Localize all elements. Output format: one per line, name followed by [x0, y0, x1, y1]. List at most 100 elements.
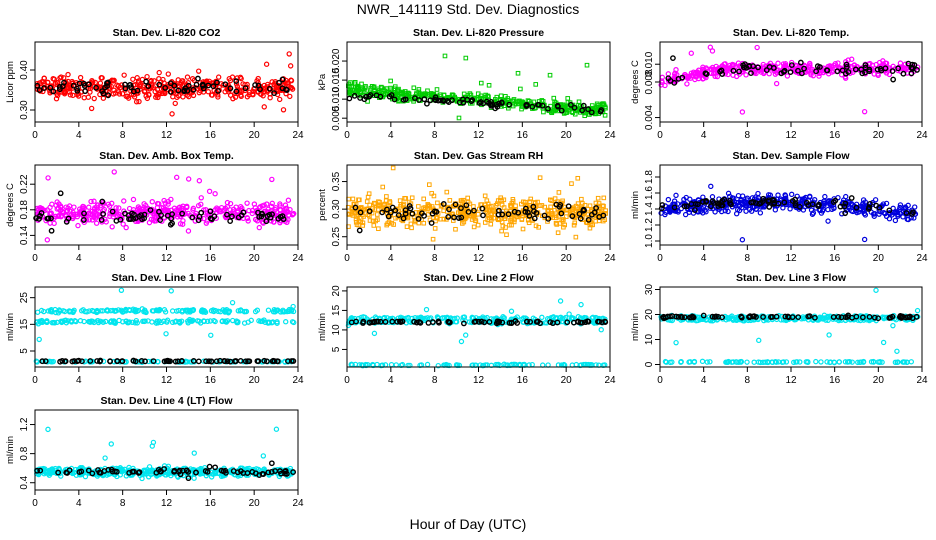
data-point — [456, 99, 463, 106]
x-tick-label: 24 — [916, 130, 928, 141]
data-point — [565, 96, 571, 101]
y-tick-label: 5 — [331, 346, 342, 352]
data-point — [434, 87, 440, 92]
data-point — [842, 74, 848, 80]
data-point — [842, 70, 849, 77]
data-point — [424, 100, 430, 107]
data-point — [558, 107, 565, 114]
data-point — [892, 217, 899, 224]
data-point — [400, 96, 407, 103]
data-point — [136, 98, 142, 105]
data-point — [460, 99, 467, 106]
data-point — [411, 95, 418, 102]
x-tick-label: 16 — [517, 375, 529, 386]
data-point — [93, 84, 99, 91]
x-tick-label: 24 — [604, 253, 616, 264]
data-point — [695, 71, 701, 77]
y-tick-label: 0.25 — [331, 227, 342, 247]
y-axis-label: ml/min — [5, 313, 16, 341]
data-point — [458, 205, 464, 212]
data-point — [198, 195, 204, 201]
data-point — [797, 59, 804, 66]
data-point — [384, 194, 389, 199]
data-point — [109, 224, 115, 230]
data-point — [692, 71, 698, 77]
data-point — [456, 115, 462, 121]
data-point — [48, 227, 55, 234]
data-point — [798, 70, 805, 77]
data-point — [346, 95, 353, 102]
data-point — [379, 85, 385, 91]
data-point — [116, 91, 123, 97]
data-point — [595, 195, 601, 201]
data-point — [824, 67, 831, 74]
data-point — [108, 441, 114, 447]
data-point — [810, 72, 817, 79]
data-point — [807, 60, 813, 67]
data-points — [33, 169, 297, 243]
data-point — [207, 208, 214, 215]
data-point — [372, 87, 377, 93]
data-point — [269, 200, 275, 207]
data-point — [859, 70, 866, 77]
data-point — [50, 88, 57, 95]
data-point — [205, 89, 212, 95]
y-tick-label: 20 — [644, 309, 655, 321]
data-point — [684, 81, 690, 87]
data-point — [549, 109, 554, 115]
data-point — [848, 56, 855, 62]
data-point — [45, 426, 51, 433]
data-point — [120, 221, 126, 227]
data-point — [133, 99, 140, 105]
data-point — [121, 198, 127, 204]
x-tick-label: 24 — [604, 130, 616, 141]
data-point — [908, 70, 915, 77]
data-point — [85, 94, 92, 100]
data-point — [182, 85, 189, 92]
data-point — [123, 224, 129, 231]
data-point — [523, 101, 530, 108]
data-point — [367, 92, 374, 98]
x-tick-label: 0 — [344, 130, 350, 141]
data-point — [269, 79, 275, 85]
data-point — [388, 78, 393, 84]
data-point — [211, 213, 218, 220]
data-point — [80, 203, 86, 210]
data-point — [839, 67, 846, 74]
x-tick-label: 0 — [344, 253, 350, 264]
data-point — [88, 105, 95, 112]
data-point — [227, 85, 234, 92]
data-point — [429, 319, 436, 325]
data-point — [801, 65, 807, 72]
data-point — [435, 200, 440, 206]
data-point — [110, 91, 117, 97]
data-point — [64, 207, 71, 214]
data-point — [573, 234, 579, 240]
data-point — [414, 90, 419, 96]
data-point — [743, 64, 750, 71]
panel-title: Stan. Dev. Li-820 Pressure — [413, 27, 544, 39]
data-point — [249, 210, 255, 217]
data-point — [873, 287, 879, 293]
data-point — [453, 226, 458, 232]
data-point — [215, 87, 221, 94]
y-tick-label: 0.35 — [331, 171, 342, 191]
x-tick-label: 12 — [161, 130, 173, 141]
data-point — [739, 237, 746, 243]
data-point — [513, 203, 518, 209]
x-tick-label: 24 — [916, 375, 928, 386]
data-point — [252, 216, 259, 223]
data-point — [198, 209, 205, 216]
data-point — [533, 82, 539, 87]
x-tick-label: 24 — [292, 375, 304, 386]
data-point — [388, 87, 393, 93]
data-point — [751, 359, 757, 365]
y-tick-label: 10 — [644, 334, 655, 346]
plot-frame — [659, 286, 923, 368]
data-point — [156, 81, 163, 88]
data-point — [572, 111, 578, 117]
data-point — [795, 67, 801, 74]
